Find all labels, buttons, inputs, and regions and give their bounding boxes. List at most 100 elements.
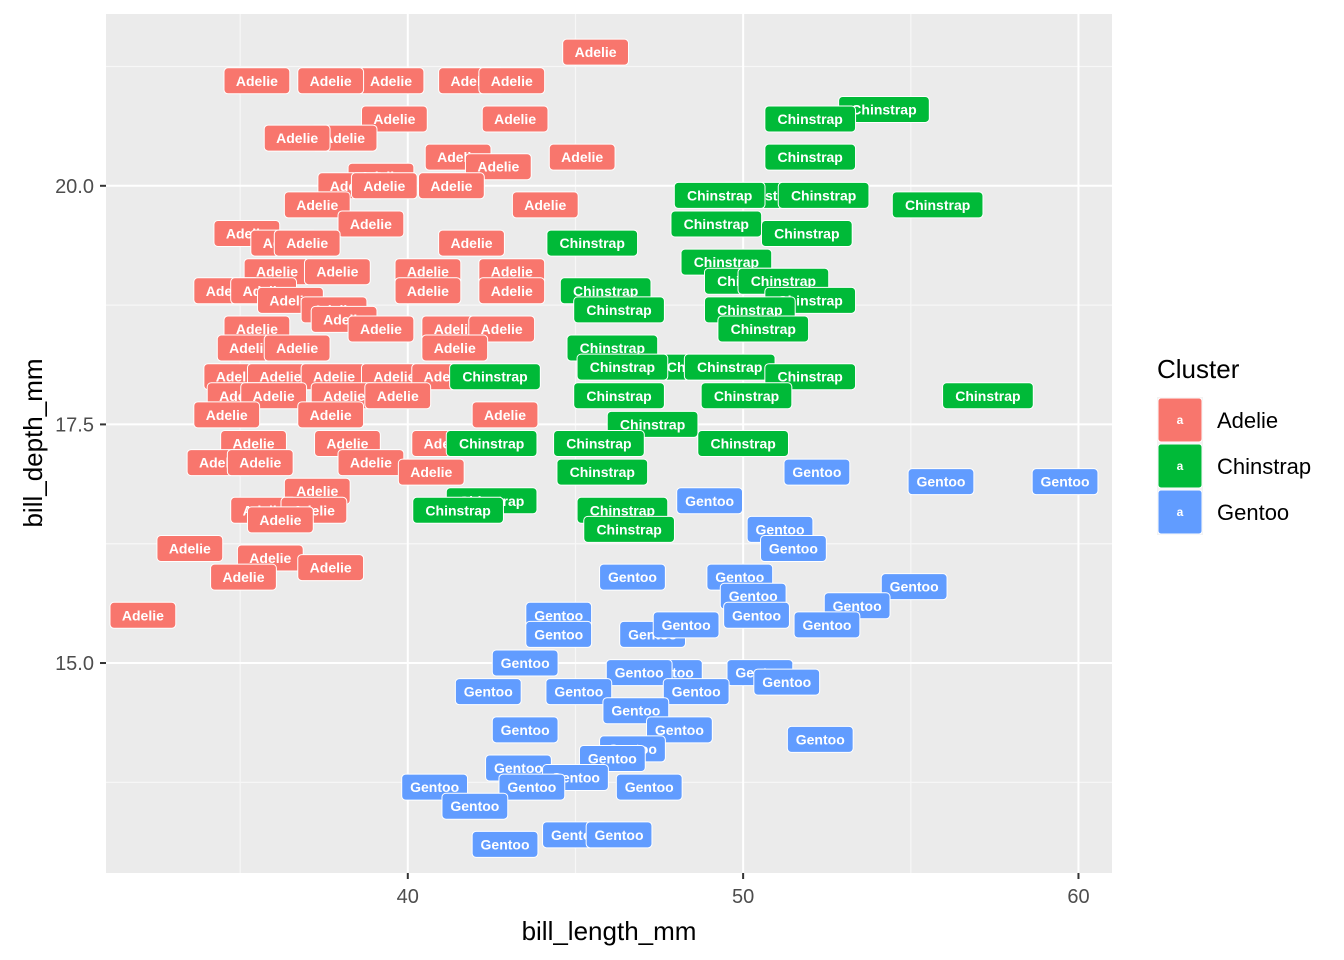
legend-title: Cluster bbox=[1157, 354, 1240, 384]
point-label-text: Adelie bbox=[434, 321, 476, 337]
legend-entry-gentoo: a Gentoo bbox=[1157, 489, 1289, 535]
point-label-box bbox=[880, 573, 948, 601]
point-label-box bbox=[700, 382, 793, 410]
point-label-box bbox=[605, 659, 673, 687]
point-label-adelie: Adelie bbox=[360, 105, 428, 133]
point-label-chinstrap: Chinstrap bbox=[546, 229, 639, 257]
point-label-text: Adelie bbox=[239, 455, 281, 471]
point-label-text: Adelie bbox=[310, 407, 352, 423]
point-label-text: Chinstrap bbox=[905, 197, 970, 213]
point-label-gentoo: Gentoo bbox=[471, 830, 539, 858]
point-label-text: Chinstrap bbox=[687, 187, 752, 203]
point-label-text: Chinstrap bbox=[717, 302, 782, 318]
point-label-chinstrap: Chinstrap bbox=[700, 382, 793, 410]
point-label-gentoo: Gentoo bbox=[545, 678, 613, 706]
point-label-text: Gentoo bbox=[715, 569, 764, 585]
point-label-box bbox=[545, 678, 613, 706]
y-tick-label: 20.0 bbox=[55, 176, 94, 198]
point-label-text: Adelie bbox=[169, 540, 211, 556]
point-label-box bbox=[109, 601, 177, 629]
point-label-adelie: Adelie bbox=[421, 334, 489, 362]
point-label-adelie: Adelie bbox=[478, 67, 546, 95]
point-label-chinstrap: Chinstrap bbox=[764, 105, 857, 133]
point-label-box bbox=[753, 668, 821, 696]
point-label-adelie: Adelie bbox=[471, 401, 539, 429]
point-label-text: Adelie bbox=[373, 111, 415, 127]
point-label-adelie: Adelie bbox=[511, 191, 579, 219]
point-label-box bbox=[394, 277, 462, 305]
point-label-chinstrap: Chinstrap bbox=[673, 181, 766, 209]
point-label-text: Gentoo bbox=[796, 731, 845, 747]
point-label-box bbox=[441, 792, 509, 820]
point-label-text: Chinstrap bbox=[620, 416, 685, 432]
point-label-text: Adelie bbox=[373, 369, 415, 385]
y-tick-label: 17.5 bbox=[55, 414, 94, 436]
point-label-text: Adelie bbox=[253, 388, 295, 404]
legend: Cluster a Adelie a Chinstrap a Gentoo bbox=[1157, 354, 1311, 535]
point-label-text: Adelie bbox=[310, 560, 352, 576]
point-label-box bbox=[481, 105, 549, 133]
point-label-box bbox=[697, 430, 789, 457]
point-label-text: Adelie bbox=[451, 235, 493, 251]
legend-key-glyph: a bbox=[1177, 459, 1184, 473]
point-label-text: Gentoo bbox=[762, 674, 811, 690]
point-label-gentoo: Gentoo bbox=[783, 458, 851, 486]
legend-label: Adelie bbox=[1217, 408, 1278, 433]
point-label-box bbox=[652, 611, 720, 639]
y-axis-title: bill_depth_mm bbox=[18, 358, 48, 527]
point-label-adelie: Adelie bbox=[337, 449, 405, 477]
point-label-box bbox=[438, 229, 505, 257]
point-label-text: Gentoo bbox=[732, 607, 781, 623]
point-label-gentoo: Gentoo bbox=[907, 468, 975, 496]
legend-key-swatch bbox=[1157, 397, 1203, 443]
point-label-text: Gentoo bbox=[501, 722, 550, 738]
point-label-box bbox=[273, 229, 341, 257]
point-label-text: Gentoo bbox=[672, 684, 721, 700]
point-label-box bbox=[445, 430, 538, 457]
y-tick-label: 15.0 bbox=[55, 653, 94, 675]
point-label-box bbox=[942, 382, 1034, 410]
point-label-gentoo: Gentoo bbox=[723, 601, 790, 629]
point-label-adelie: Adelie bbox=[297, 554, 365, 582]
point-label-text: Adelie bbox=[236, 321, 278, 337]
point-label-box bbox=[891, 191, 984, 219]
point-label-chinstrap: Chinstrap bbox=[573, 382, 665, 410]
point-label-text: Adelie bbox=[206, 407, 248, 423]
point-label-box bbox=[673, 181, 766, 209]
point-label-box bbox=[210, 563, 277, 591]
point-label-text: Gentoo bbox=[916, 474, 965, 490]
point-label-chinstrap: Chinstrap bbox=[556, 458, 649, 486]
point-label-text: Chinstrap bbox=[778, 149, 843, 165]
point-label-adelie: Adelie bbox=[364, 382, 432, 410]
point-label-text: Chinstrap bbox=[731, 321, 796, 337]
point-label-text: Adelie bbox=[377, 388, 419, 404]
point-label-text: Chinstrap bbox=[570, 464, 635, 480]
point-label-chinstrap: Chinstrap bbox=[412, 496, 504, 524]
point-label-text: Adelie bbox=[296, 483, 338, 499]
point-label-text: Adelie bbox=[350, 216, 392, 232]
point-label-text: Adelie bbox=[310, 73, 352, 89]
point-label-gentoo: Gentoo bbox=[880, 573, 948, 601]
point-label-box bbox=[263, 334, 331, 362]
point-label-adelie: Adelie bbox=[468, 315, 536, 343]
point-label-box bbox=[454, 678, 522, 706]
point-label-box bbox=[548, 143, 616, 171]
point-label-text: Chinstrap bbox=[596, 521, 661, 537]
point-label-chinstrap: Chinstrap bbox=[838, 95, 930, 123]
point-label-text: Chinstrap bbox=[851, 101, 916, 117]
legend-entry-chinstrap: a Chinstrap bbox=[1157, 443, 1311, 489]
point-label-box bbox=[599, 563, 666, 591]
point-label-text: Adelie bbox=[491, 283, 533, 299]
point-label-box bbox=[553, 430, 645, 457]
point-label-box bbox=[246, 506, 314, 534]
point-label-text: Adelie bbox=[236, 73, 278, 89]
point-label-text: Adelie bbox=[256, 264, 298, 280]
point-label-text: Adelie bbox=[575, 44, 617, 60]
point-label-adelie: Adelie bbox=[283, 191, 351, 219]
legend-key-swatch bbox=[1157, 443, 1203, 489]
point-label-text: Gentoo bbox=[1041, 474, 1090, 490]
point-label-adelie: Adelie bbox=[297, 401, 365, 429]
point-label-text: Adelie bbox=[524, 197, 566, 213]
point-label-text: Gentoo bbox=[554, 684, 603, 700]
point-label-gentoo: Gentoo bbox=[491, 649, 559, 677]
